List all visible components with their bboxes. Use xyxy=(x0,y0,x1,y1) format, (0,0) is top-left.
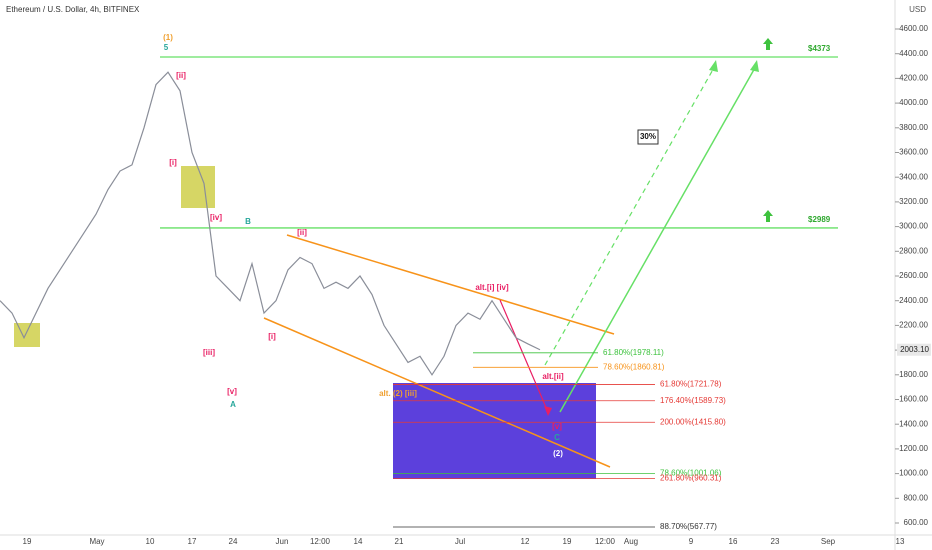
annotation-box xyxy=(637,129,659,145)
fib-label: 61.80%(1721.78) xyxy=(660,380,722,389)
fib-label: 88.70%(567.77) xyxy=(660,522,717,531)
arrow xyxy=(559,65,757,413)
chart-title: Ethereum / U.S. Dollar, 4h, BITFINEX xyxy=(6,5,140,14)
x-tick-label: Jun xyxy=(276,537,289,546)
wave-label: alt. (2) [iii] xyxy=(379,389,417,398)
wave-label: 5 xyxy=(164,43,169,52)
y-tick-label: 2600.00 xyxy=(899,271,928,280)
target-zone xyxy=(393,383,596,479)
wave-label: alt.[i] [iv] xyxy=(475,283,509,292)
arrowhead xyxy=(750,60,759,72)
arrowhead xyxy=(709,60,718,72)
x-tick-label: 21 xyxy=(395,537,404,546)
wave-label: [iv] xyxy=(210,213,222,222)
wave-label: [v] xyxy=(227,387,237,396)
x-tick-label: Sep xyxy=(821,537,836,546)
y-tick-label: 600.00 xyxy=(904,518,929,527)
arrowhead xyxy=(544,406,552,416)
wave-label: (2) xyxy=(553,449,563,458)
fib-label: 200.00%(1415.80) xyxy=(660,417,726,426)
wave-label: A xyxy=(230,400,236,409)
y-tick-label: 4600.00 xyxy=(899,24,928,33)
y-tick-label: 1000.00 xyxy=(899,469,928,478)
y-tick-label: 1200.00 xyxy=(899,444,928,453)
y-tick-label: 2800.00 xyxy=(899,246,928,255)
up-icon xyxy=(763,38,773,50)
x-tick-label: 17 xyxy=(188,537,197,546)
x-tick-label: 19 xyxy=(563,537,572,546)
target-label: $4373 xyxy=(808,44,831,53)
highlight-box xyxy=(181,166,215,208)
y-tick-label: 3800.00 xyxy=(899,123,928,132)
channel-line xyxy=(286,234,615,335)
target-label: $2989 xyxy=(808,215,831,224)
wave-label: [iii] xyxy=(203,348,215,357)
wave-label: (1) xyxy=(163,33,173,42)
fib-label: 78.60%(1001.06) xyxy=(660,469,722,478)
x-tick-label: 12 xyxy=(521,537,530,546)
fib-label: 261.80%(960.31) xyxy=(660,474,722,483)
y-tick-label: 2200.00 xyxy=(899,321,928,330)
y-tick-label: 4400.00 xyxy=(899,49,928,58)
y-tick-label: 2400.00 xyxy=(899,296,928,305)
y-tick-label: 3200.00 xyxy=(899,197,928,206)
y-tick-label: 1400.00 xyxy=(899,419,928,428)
y-tick-label: 1600.00 xyxy=(899,395,928,404)
arrow-dashed xyxy=(544,65,716,366)
x-tick-label: 12:00 xyxy=(310,537,331,546)
price-line xyxy=(0,71,541,376)
x-tick-label: 19 xyxy=(23,537,32,546)
x-tick-label: 24 xyxy=(229,537,238,546)
fib-label: 61.80%(1978.11) xyxy=(603,348,664,357)
up-icon xyxy=(763,210,773,222)
x-tick-label: Jul xyxy=(455,537,465,546)
highlight-box xyxy=(14,323,40,347)
x-tick-label: Aug xyxy=(624,537,638,546)
y-tick-label: 4200.00 xyxy=(899,74,928,83)
x-tick-label: 12:00 xyxy=(595,537,616,546)
wave-label: [ii] xyxy=(297,228,307,237)
y-tick-label: 4000.00 xyxy=(899,98,928,107)
arrow xyxy=(499,299,549,413)
fib-label: 176.40%(1589.73) xyxy=(660,396,726,405)
last-price-box xyxy=(897,343,931,356)
wave-label: [i] xyxy=(268,332,276,341)
x-tick-label: 9 xyxy=(689,537,694,546)
y-tick-label: 800.00 xyxy=(904,493,929,502)
x-tick-label: 14 xyxy=(354,537,363,546)
y-axis-label: USD xyxy=(909,5,926,14)
x-tick-label: 23 xyxy=(771,537,780,546)
fib-label: 78.60%(1860.81) xyxy=(603,362,665,371)
last-price-label: 2003.10 xyxy=(900,345,929,354)
wave-label: [ii] xyxy=(176,71,186,80)
wave-label: C xyxy=(554,433,560,442)
wave-label: [v] xyxy=(552,422,562,431)
x-tick-label: 10 xyxy=(146,537,155,546)
x-tick-label: May xyxy=(89,537,104,546)
wave-label: B xyxy=(245,217,251,226)
x-tick-label: 13 xyxy=(896,537,905,546)
y-tick-label: 3400.00 xyxy=(899,172,928,181)
y-tick-label: 3000.00 xyxy=(899,222,928,231)
wave-label: 30% xyxy=(640,132,656,141)
x-tick-label: 16 xyxy=(729,537,738,546)
wave-label: [i] xyxy=(169,158,177,167)
wave-label: alt.[ii] xyxy=(542,372,564,381)
channel-line xyxy=(263,317,611,468)
y-tick-label: 1800.00 xyxy=(899,370,928,379)
y-tick-label: 3600.00 xyxy=(899,148,928,157)
